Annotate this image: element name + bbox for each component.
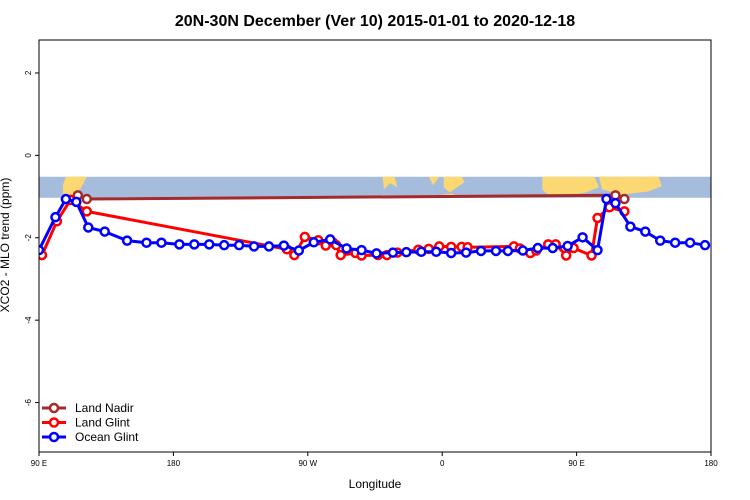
chart-title: 20N-30N December (Ver 10) 2015-01-01 to … xyxy=(175,13,575,30)
map-land-1 xyxy=(382,176,398,190)
x-tick-label: 180 xyxy=(167,459,181,468)
point-ocean-glint xyxy=(60,193,72,205)
y-tick-label: 2 xyxy=(24,70,33,75)
point-ocean-glint xyxy=(610,197,621,209)
point-ocean-glint xyxy=(562,240,573,252)
legend-label: Ocean Glint xyxy=(75,430,139,444)
point-land-nadir xyxy=(81,193,93,205)
legend-item-land-glint: Land Glint xyxy=(42,416,130,430)
point-ocean-glint xyxy=(430,246,442,258)
point-ocean-glint xyxy=(308,237,320,248)
point-ocean-glint xyxy=(141,237,152,248)
y-tick-label: -4 xyxy=(24,316,33,324)
point-ocean-glint xyxy=(669,237,681,248)
point-ocean-glint xyxy=(625,221,636,232)
point-land-glint xyxy=(560,250,572,261)
point-ocean-glint xyxy=(601,193,612,205)
y-tick-label: 0 xyxy=(24,153,33,158)
point-ocean-glint xyxy=(532,242,544,254)
point-ocean-glint xyxy=(50,211,61,223)
y-axis: -6 -4 -2 0 2 xyxy=(24,70,39,406)
point-land-glint xyxy=(335,249,346,261)
point-ocean-glint xyxy=(445,247,457,259)
point-ocean-glint xyxy=(248,241,260,252)
point-ocean-glint xyxy=(203,239,215,250)
point-ocean-glint xyxy=(189,239,200,250)
point-ocean-glint xyxy=(460,247,472,258)
point-ocean-glint xyxy=(592,244,603,256)
legend-item-land-nadir: Land Nadir xyxy=(42,401,134,415)
x-tick-label: 90 E xyxy=(31,459,47,468)
legend-marker xyxy=(48,431,60,443)
point-ocean-glint xyxy=(174,239,185,250)
point-ocean-glint xyxy=(121,235,133,246)
x-tick-label: 0 xyxy=(440,459,445,468)
point-ocean-glint xyxy=(475,245,487,257)
point-ocean-glint xyxy=(654,235,666,246)
point-ocean-glint xyxy=(293,245,305,256)
map-land-0 xyxy=(62,176,87,198)
y-tick-label: -6 xyxy=(24,398,33,406)
point-ocean-glint xyxy=(490,245,502,257)
point-ocean-glint xyxy=(517,245,529,256)
legend-marker xyxy=(48,402,60,414)
point-ocean-glint xyxy=(99,226,110,237)
x-tick-label: 90 W xyxy=(298,459,317,468)
point-ocean-glint xyxy=(233,239,245,251)
x-axis-label: Longitude xyxy=(349,477,402,491)
map-land-3 xyxy=(443,176,465,193)
legend-marker xyxy=(48,417,60,428)
series-ocean-glint xyxy=(39,193,711,259)
point-land-glint xyxy=(81,206,93,217)
point-ocean-glint xyxy=(387,247,399,258)
point-ocean-glint xyxy=(401,246,412,258)
point-ocean-glint xyxy=(577,232,588,243)
y-axis-label: XCO2 - MLO trend (ppm) xyxy=(0,178,12,313)
point-land-glint xyxy=(299,231,311,243)
point-land-glint xyxy=(592,212,603,224)
series-line-ocean-glint xyxy=(39,197,706,255)
x-tick-label: 180 xyxy=(704,459,718,468)
point-ocean-glint xyxy=(356,244,367,256)
point-land-nadir xyxy=(619,193,630,205)
x-axis: 90 E 180 90 W 0 90 E 180 xyxy=(31,452,718,468)
legend-label: Land Nadir xyxy=(75,401,134,415)
point-ocean-glint xyxy=(416,246,427,258)
point-ocean-glint xyxy=(156,237,167,248)
plot-frame xyxy=(38,39,712,453)
point-ocean-glint xyxy=(640,226,651,237)
map-land-6 xyxy=(549,179,565,192)
legend-item-ocean-glint: Ocean Glint xyxy=(42,430,139,444)
point-ocean-glint xyxy=(684,237,696,248)
y-tick-label: -2 xyxy=(24,234,33,242)
map-land-2 xyxy=(428,176,440,186)
point-ocean-glint xyxy=(71,196,82,208)
point-ocean-glint xyxy=(371,248,382,259)
point-ocean-glint xyxy=(699,239,711,251)
point-ocean-glint xyxy=(502,245,514,257)
point-ocean-glint xyxy=(547,242,558,254)
point-ocean-glint xyxy=(218,239,230,251)
point-ocean-glint xyxy=(39,244,45,256)
point-ocean-glint xyxy=(341,243,352,254)
x-tick-label: 90 E xyxy=(568,459,584,468)
series-layer xyxy=(39,190,711,261)
legend-label: Land Glint xyxy=(75,416,130,430)
point-ocean-glint xyxy=(83,222,94,233)
point-ocean-glint xyxy=(263,241,275,252)
point-ocean-glint xyxy=(324,234,336,245)
point-ocean-glint xyxy=(278,240,290,251)
